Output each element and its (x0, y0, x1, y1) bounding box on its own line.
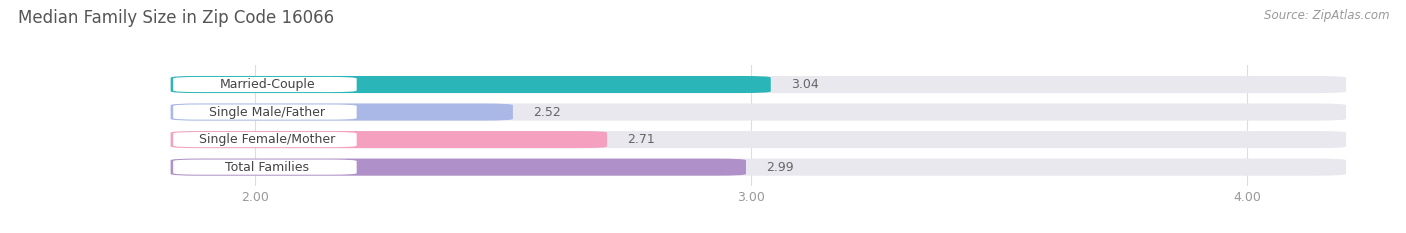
FancyBboxPatch shape (170, 103, 1346, 121)
FancyBboxPatch shape (170, 159, 1346, 176)
FancyBboxPatch shape (170, 131, 607, 148)
Text: Source: ZipAtlas.com: Source: ZipAtlas.com (1264, 9, 1389, 22)
Text: Median Family Size in Zip Code 16066: Median Family Size in Zip Code 16066 (18, 9, 335, 27)
FancyBboxPatch shape (170, 76, 770, 93)
FancyBboxPatch shape (173, 132, 357, 147)
Text: Total Families: Total Families (225, 161, 309, 174)
Text: 2.71: 2.71 (627, 133, 655, 146)
Text: 3.04: 3.04 (790, 78, 818, 91)
FancyBboxPatch shape (173, 160, 357, 175)
Text: 2.99: 2.99 (766, 161, 793, 174)
FancyBboxPatch shape (170, 131, 1346, 148)
FancyBboxPatch shape (170, 103, 513, 121)
FancyBboxPatch shape (170, 76, 1346, 93)
Text: 2.52: 2.52 (533, 106, 561, 119)
FancyBboxPatch shape (170, 159, 747, 176)
FancyBboxPatch shape (173, 77, 357, 92)
FancyBboxPatch shape (173, 104, 357, 120)
Text: Single Female/Mother: Single Female/Mother (200, 133, 336, 146)
Text: Married-Couple: Married-Couple (219, 78, 315, 91)
Text: Single Male/Father: Single Male/Father (209, 106, 325, 119)
